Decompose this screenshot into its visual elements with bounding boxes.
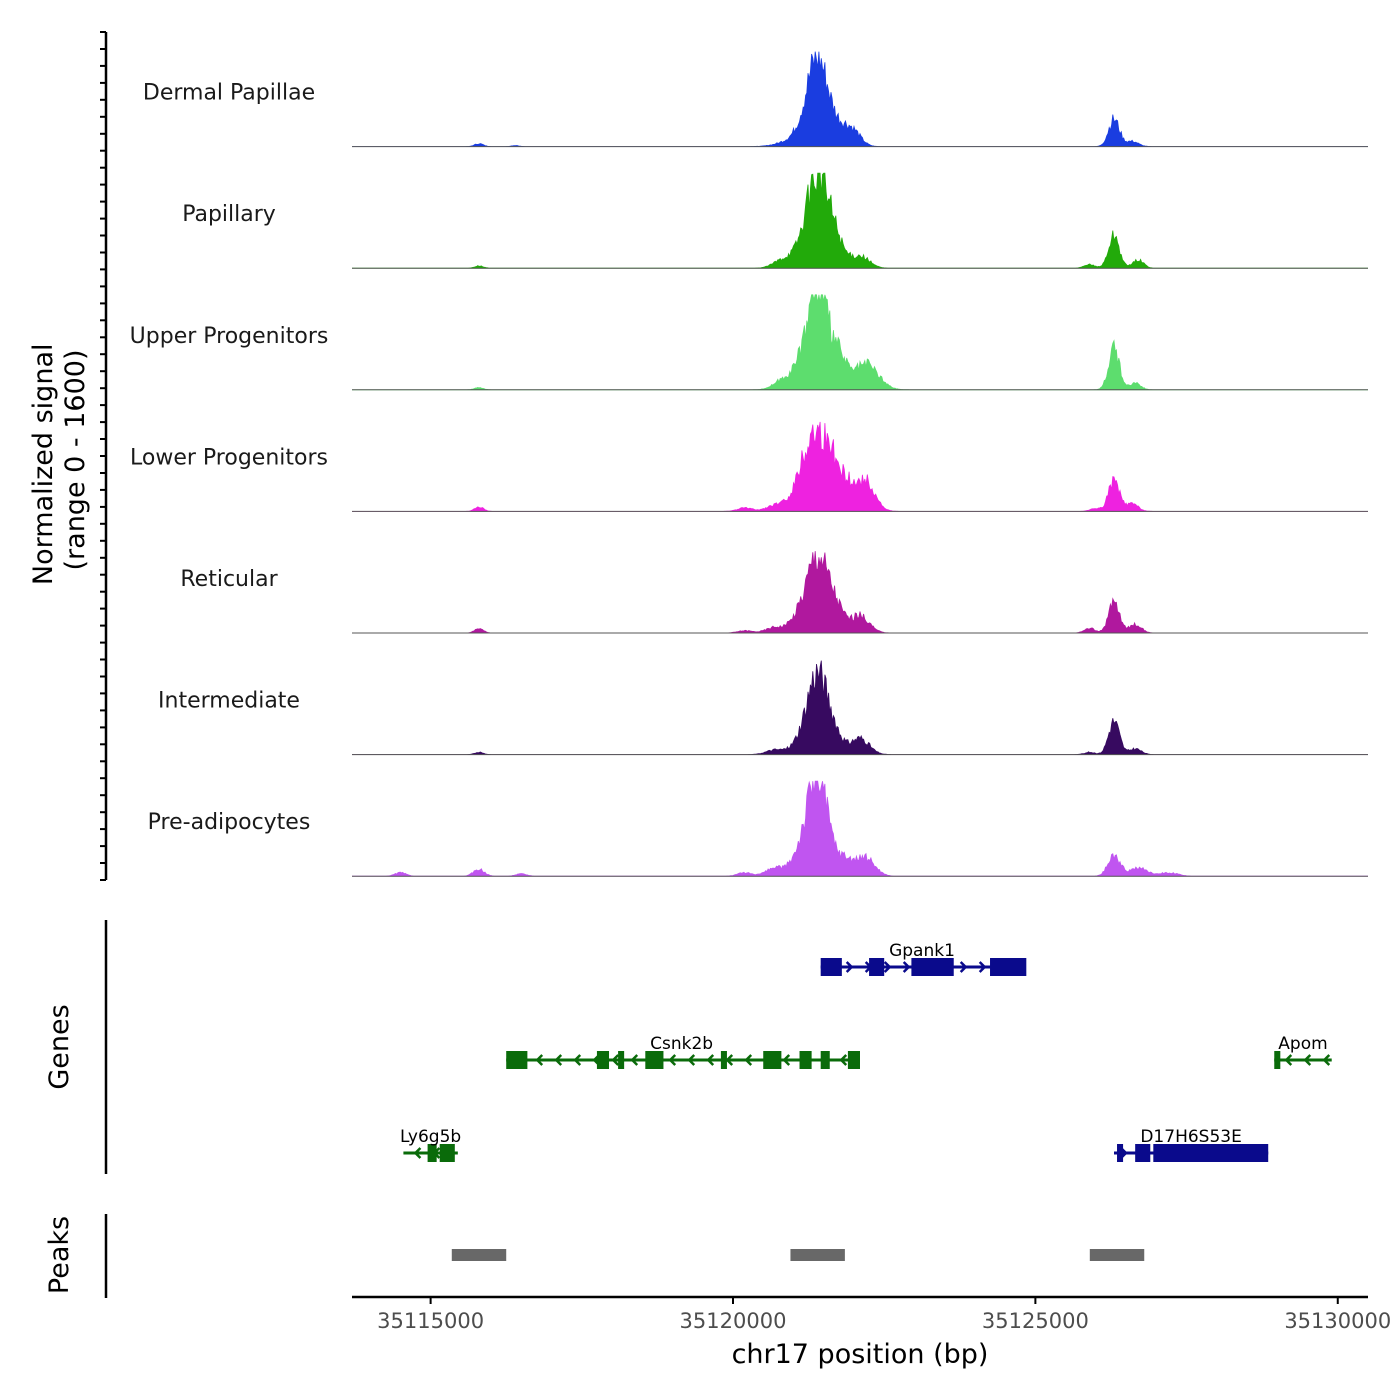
track-label: Lower Progenitors — [130, 445, 328, 470]
strand-arrow-icon — [978, 961, 987, 973]
strand-arrow-icon — [1303, 1054, 1312, 1066]
strand-arrow-icon — [839, 1054, 848, 1066]
strand-arrow-icon — [845, 961, 854, 973]
coverage-area — [352, 660, 1368, 755]
gene-exon — [1274, 1051, 1281, 1069]
gene-exon — [1117, 1144, 1124, 1162]
x-tick-label: 35115000 — [377, 1309, 484, 1333]
gene-exon — [820, 958, 842, 976]
x-tick-label: 35125000 — [982, 1309, 1089, 1333]
gene-exon — [645, 1051, 664, 1069]
strand-arrow-icon — [744, 1054, 753, 1066]
gene-exon — [847, 1051, 860, 1069]
genes-track: Gpank1 Csnk2b Apom Ly6g5b D17H6S53E — [400, 941, 1332, 1162]
gene-label: Apom — [1278, 1034, 1327, 1054]
gene-model: Csnk2b — [506, 1034, 860, 1069]
coverage-track: Lower Progenitors — [130, 421, 1368, 512]
gene-label: Ly6g5b — [400, 1127, 461, 1147]
strand-arrow-icon — [725, 1054, 734, 1066]
strand-arrow-icon — [611, 1054, 620, 1066]
coverage-tracks: Dermal Papillae Papillary Upper Progenitor… — [130, 51, 1368, 877]
genes-panel-title: Genes — [44, 1004, 75, 1089]
coverage-track: Pre-adipocytes — [148, 780, 1368, 877]
gene-exon — [720, 1051, 727, 1069]
coverage-y-ticks — [100, 31, 106, 881]
coverage-area — [352, 172, 1368, 269]
strand-arrow-icon — [959, 961, 968, 973]
coverage-track: Upper Progenitors — [130, 294, 1368, 391]
gene-exon — [596, 1051, 610, 1069]
coverage-area — [352, 421, 1368, 512]
track-label: Papillary — [182, 202, 276, 227]
coverage-area — [352, 780, 1368, 877]
coverage-track: Reticular — [180, 551, 1368, 634]
gene-exon — [439, 1144, 455, 1162]
coverage-area — [352, 551, 1368, 634]
gene-exon — [427, 1144, 437, 1162]
x-axis-ticks: 35115000 35120000 35125000 35130000 — [377, 1297, 1391, 1333]
coverage-area — [352, 294, 1368, 391]
strand-arrow-icon — [630, 1054, 639, 1066]
peak-region — [451, 1249, 507, 1261]
gene-exon — [618, 1051, 625, 1069]
coverage-area — [352, 51, 1368, 147]
peak-region — [790, 1249, 845, 1261]
gene-label: Csnk2b — [650, 1034, 713, 1054]
gene-exon — [506, 1051, 528, 1069]
gene-exon — [1153, 1144, 1269, 1162]
gene-exon — [990, 958, 1027, 976]
gene-exon — [1135, 1144, 1151, 1162]
strand-arrow-icon — [413, 1147, 422, 1159]
strand-arrow-icon — [573, 1054, 582, 1066]
coverage-track: Intermediate — [158, 660, 1368, 756]
strand-arrow-icon — [1284, 1054, 1293, 1066]
gene-model: Ly6g5b — [400, 1127, 461, 1162]
track-label: Upper Progenitors — [130, 324, 329, 349]
gene-exon — [869, 958, 885, 976]
strand-arrow-icon — [706, 1054, 715, 1066]
coverage-y-axis-title: Normalized signal (range 0 - 1600) — [28, 335, 91, 585]
peaks-track — [451, 1249, 1145, 1261]
coverage-y-axis — [100, 31, 108, 881]
gene-exon — [763, 1051, 782, 1069]
peaks-panel-title: Peaks — [44, 1216, 75, 1294]
strand-arrow-icon — [687, 1054, 696, 1066]
track-label: Reticular — [180, 567, 278, 592]
strand-arrow-icon — [535, 1054, 544, 1066]
gene-model: Gpank1 — [820, 941, 1027, 976]
peak-region — [1089, 1249, 1145, 1261]
track-label: Dermal Papillae — [143, 81, 315, 106]
x-axis-title: chr17 position (bp) — [732, 1339, 989, 1370]
gene-exon — [911, 958, 954, 976]
coverage-track: Dermal Papillae — [143, 51, 1368, 148]
strand-arrow-icon — [782, 1054, 791, 1066]
strand-arrow-icon — [1322, 1054, 1331, 1066]
strand-arrow-icon — [902, 961, 911, 973]
gene-exon — [799, 1051, 812, 1069]
strand-arrow-icon — [883, 961, 892, 973]
x-tick-label: 35130000 — [1284, 1309, 1391, 1333]
gene-label: Gpank1 — [889, 941, 955, 961]
y-axis-title-line1: Normalized signal — [28, 344, 59, 586]
strand-arrow-icon — [554, 1054, 563, 1066]
gene-model: Apom — [1274, 1034, 1332, 1069]
gene-exon — [820, 1051, 830, 1069]
track-label: Intermediate — [158, 689, 300, 714]
strand-arrow-icon — [668, 1054, 677, 1066]
y-axis-title-line2: (range 0 - 1600) — [60, 350, 91, 571]
x-tick-label: 35120000 — [680, 1309, 787, 1333]
coverage-track: Papillary — [182, 172, 1368, 269]
track-label: Pre-adipocytes — [148, 810, 311, 835]
gene-model: D17H6S53E — [1114, 1127, 1269, 1162]
gene-label: D17H6S53E — [1140, 1127, 1242, 1147]
